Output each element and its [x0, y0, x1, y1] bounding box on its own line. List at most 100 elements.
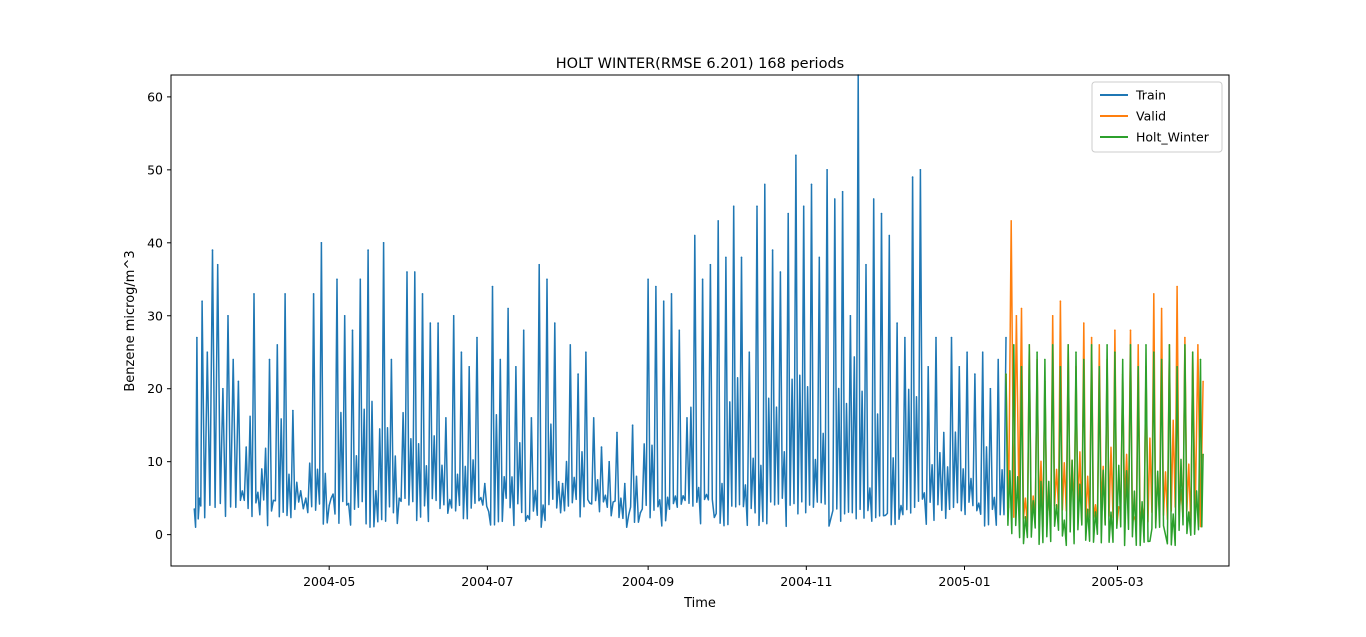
- data-point: [245, 446, 247, 448]
- series-line: [1005, 344, 1204, 547]
- data-point: [268, 358, 271, 361]
- data-point: [795, 154, 797, 157]
- data-point: [1090, 336, 1093, 339]
- data-point: [227, 315, 229, 317]
- y-tick-label: 60: [147, 89, 163, 104]
- data-point: [237, 380, 240, 383]
- data-point: [1098, 344, 1101, 346]
- data-point: [1160, 307, 1163, 310]
- data-point: [1028, 344, 1031, 346]
- data-point: [1184, 336, 1186, 339]
- data-point: [888, 234, 891, 237]
- y-tick-label: 40: [147, 235, 163, 250]
- series-holt-winter: [1005, 344, 1204, 547]
- data-point: [429, 322, 432, 324]
- data-point: [639, 511, 642, 514]
- data-point: [1191, 351, 1194, 354]
- data-point: [709, 263, 712, 266]
- data-point: [1137, 344, 1139, 346]
- data-point: [468, 366, 471, 368]
- data-point: [1197, 344, 1199, 346]
- data-point: [1044, 358, 1046, 361]
- data-point: [989, 387, 992, 390]
- data-point: [1015, 315, 1018, 317]
- data-point: [554, 322, 556, 324]
- x-tick-label: 2004-07: [461, 574, 513, 589]
- data-point: [670, 293, 673, 295]
- data-point: [1114, 329, 1116, 332]
- data-point: [577, 373, 579, 375]
- data-point: [592, 417, 595, 419]
- data-point: [1090, 344, 1093, 346]
- data-point: [1160, 358, 1163, 361]
- data-point: [1114, 351, 1116, 354]
- data-point: [351, 329, 354, 332]
- data-point: [600, 446, 603, 448]
- data-point: [1176, 366, 1178, 368]
- data-point: [1202, 380, 1204, 383]
- data-point: [299, 490, 302, 492]
- data-point: [530, 417, 533, 419]
- data-point: [911, 176, 914, 178]
- data-point: [841, 190, 844, 193]
- data-point: [849, 315, 852, 317]
- data-point: [522, 329, 525, 332]
- data-point: [935, 336, 937, 339]
- y-tick-label: 30: [147, 308, 163, 323]
- data-point: [382, 242, 385, 244]
- data-point: [1083, 358, 1085, 361]
- data-point: [834, 198, 836, 200]
- data-point: [1059, 366, 1062, 368]
- y-axis-label: Benzene microg/m^3: [123, 250, 138, 391]
- data-point: [1098, 366, 1101, 368]
- series-train: [193, 74, 1007, 529]
- data-point: [725, 256, 727, 259]
- data-point: [950, 336, 953, 339]
- y-tick-label: 10: [147, 454, 163, 469]
- legend-label: Train: [1135, 88, 1166, 103]
- data-point: [1199, 358, 1202, 361]
- data-point: [927, 366, 929, 368]
- data-point: [211, 249, 214, 251]
- data-point: [445, 417, 447, 419]
- data-point: [1106, 344, 1108, 346]
- data-point: [678, 329, 681, 332]
- data-point: [507, 307, 509, 310]
- data-point: [818, 256, 821, 259]
- data-point: [284, 293, 286, 295]
- data-point: [787, 212, 789, 215]
- data-point: [1129, 344, 1132, 346]
- x-tick-label: 2005-03: [1091, 574, 1143, 589]
- data-point: [585, 351, 587, 354]
- data-point: [880, 212, 883, 215]
- data-point: [694, 234, 696, 237]
- data-point: [872, 198, 875, 200]
- data-point: [1121, 358, 1124, 361]
- data-point: [538, 263, 540, 266]
- data-point: [196, 336, 198, 339]
- x-tick-label: 2004-09: [622, 574, 674, 589]
- data-point: [1005, 336, 1007, 339]
- data-point: [546, 278, 548, 281]
- data-point: [499, 358, 502, 361]
- data-point: [561, 482, 564, 485]
- y-axis: 0 10 20 30 40 50 60: [147, 89, 171, 542]
- data-point: [686, 417, 688, 419]
- data-point: [193, 508, 196, 510]
- data-point: [276, 344, 279, 346]
- data-point: [904, 336, 906, 339]
- y-tick-label: 50: [147, 162, 163, 177]
- data-point: [359, 278, 362, 281]
- data-point: [1013, 344, 1015, 346]
- data-point: [460, 351, 463, 354]
- data-point: [406, 271, 408, 273]
- data-point: [748, 351, 751, 354]
- legend-label: Valid: [1136, 109, 1166, 124]
- data-point: [958, 366, 961, 368]
- data-point: [608, 460, 610, 463]
- data-point: [974, 373, 976, 375]
- data-point: [198, 497, 201, 500]
- data-point: [1020, 307, 1023, 310]
- data-point: [740, 256, 743, 259]
- data-point: [1051, 315, 1054, 317]
